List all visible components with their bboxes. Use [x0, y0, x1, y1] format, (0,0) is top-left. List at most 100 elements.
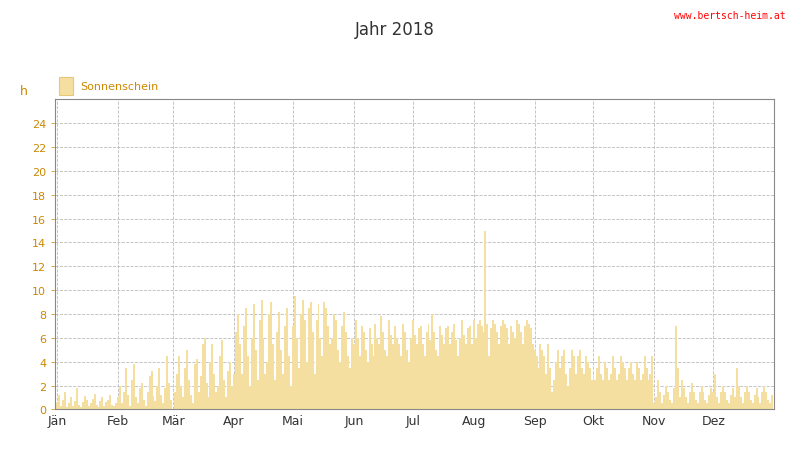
- Bar: [653, 404, 656, 410]
- Bar: [694, 400, 697, 410]
- Bar: [652, 356, 653, 410]
- Bar: [64, 392, 66, 410]
- Bar: [738, 386, 739, 410]
- Bar: [284, 326, 286, 410]
- Bar: [671, 404, 673, 410]
- Bar: [461, 320, 463, 410]
- Bar: [373, 356, 374, 410]
- Bar: [274, 380, 276, 410]
- Bar: [404, 332, 406, 410]
- Bar: [624, 368, 626, 410]
- Bar: [398, 344, 400, 410]
- Bar: [510, 326, 512, 410]
- Bar: [139, 388, 141, 410]
- Bar: [93, 394, 96, 410]
- Bar: [750, 400, 751, 410]
- Bar: [581, 368, 583, 410]
- Bar: [665, 386, 667, 410]
- Bar: [645, 368, 648, 410]
- Bar: [742, 404, 743, 410]
- Bar: [500, 326, 502, 410]
- Bar: [204, 338, 205, 410]
- Bar: [402, 324, 404, 410]
- Bar: [213, 374, 216, 410]
- Text: Jahr 2018: Jahr 2018: [355, 20, 435, 38]
- Bar: [97, 407, 100, 410]
- Bar: [573, 356, 575, 410]
- Bar: [361, 326, 363, 410]
- Bar: [430, 340, 431, 410]
- Bar: [648, 380, 649, 410]
- Bar: [551, 392, 553, 410]
- Bar: [743, 392, 746, 410]
- Bar: [333, 314, 335, 410]
- Bar: [771, 395, 773, 410]
- Bar: [419, 326, 422, 410]
- Bar: [241, 374, 243, 410]
- Bar: [133, 364, 135, 410]
- Bar: [664, 395, 665, 410]
- Bar: [724, 392, 726, 410]
- Bar: [455, 340, 457, 410]
- Text: h: h: [20, 85, 28, 98]
- Bar: [484, 231, 487, 410]
- Bar: [298, 368, 300, 410]
- Bar: [329, 344, 331, 410]
- Bar: [583, 374, 585, 410]
- Bar: [166, 356, 168, 410]
- Bar: [145, 406, 147, 410]
- Bar: [439, 326, 442, 410]
- Bar: [468, 326, 471, 410]
- Bar: [90, 404, 92, 410]
- Bar: [728, 404, 730, 410]
- Bar: [427, 324, 430, 410]
- Bar: [107, 400, 109, 410]
- Bar: [208, 398, 209, 410]
- Bar: [559, 368, 561, 410]
- Bar: [759, 404, 762, 410]
- Bar: [594, 380, 596, 410]
- Bar: [141, 383, 143, 410]
- Bar: [758, 398, 759, 410]
- Bar: [726, 400, 728, 410]
- Bar: [717, 398, 718, 410]
- Bar: [105, 402, 107, 410]
- Bar: [367, 362, 369, 410]
- Bar: [567, 386, 569, 410]
- Bar: [685, 398, 687, 410]
- Bar: [78, 405, 80, 410]
- Bar: [640, 380, 641, 410]
- Bar: [109, 395, 111, 410]
- Bar: [755, 388, 758, 410]
- Bar: [626, 380, 628, 410]
- Bar: [475, 338, 476, 410]
- Bar: [201, 344, 204, 410]
- Bar: [325, 308, 327, 410]
- Bar: [525, 320, 528, 410]
- Bar: [269, 314, 270, 410]
- Bar: [273, 344, 274, 410]
- Bar: [596, 368, 598, 410]
- Bar: [571, 350, 573, 410]
- Bar: [423, 356, 426, 410]
- Bar: [96, 405, 97, 410]
- Bar: [610, 374, 612, 410]
- Bar: [369, 329, 371, 410]
- Bar: [479, 320, 480, 410]
- Bar: [734, 398, 736, 410]
- Bar: [365, 350, 367, 410]
- Bar: [390, 336, 392, 410]
- Bar: [555, 362, 557, 410]
- Bar: [353, 344, 355, 410]
- Bar: [585, 356, 587, 410]
- Bar: [636, 362, 638, 410]
- Bar: [270, 303, 273, 410]
- Bar: [318, 305, 319, 410]
- Bar: [198, 392, 200, 410]
- Bar: [472, 320, 475, 410]
- Bar: [170, 400, 172, 410]
- Bar: [569, 368, 571, 410]
- Bar: [720, 392, 722, 410]
- Bar: [766, 392, 767, 410]
- Bar: [266, 362, 269, 410]
